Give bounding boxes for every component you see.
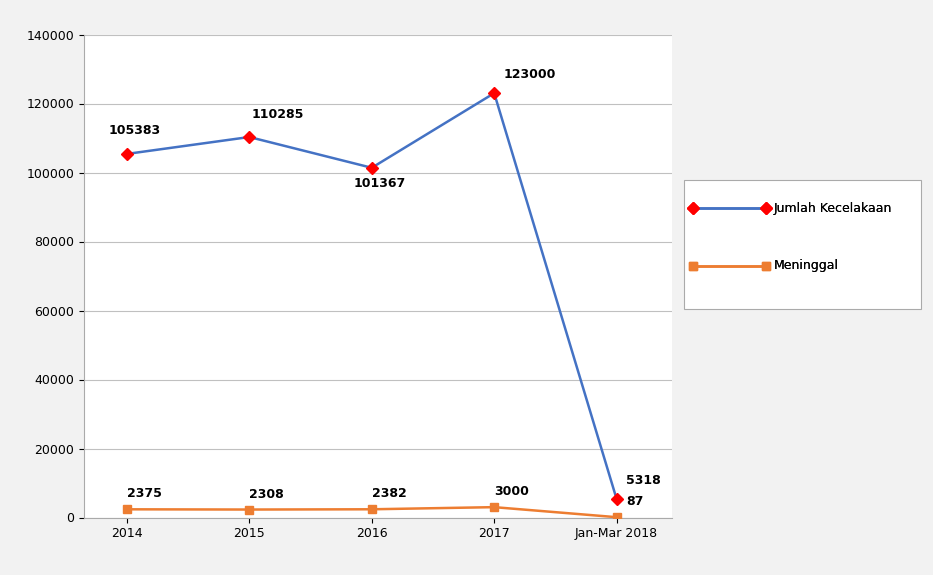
Text: 2375: 2375 [127, 488, 161, 500]
Text: 110285: 110285 [252, 109, 304, 121]
Text: 3000: 3000 [494, 485, 529, 498]
Jumlah Kecelakaan [244, 133, 255, 140]
Text: 101367: 101367 [354, 177, 406, 190]
Jumlah Kecelakaan [489, 90, 500, 97]
Meninggal [121, 506, 132, 513]
Meninggal [366, 506, 377, 513]
Meninggal [489, 504, 500, 511]
Text: 5318: 5318 [626, 474, 661, 487]
Text: 2308: 2308 [249, 488, 284, 501]
Text: 87: 87 [626, 495, 644, 508]
Text: Meninggal: Meninggal [773, 259, 838, 273]
Text: 105383: 105383 [108, 124, 160, 137]
Line: Meninggal: Meninggal [122, 503, 620, 522]
Jumlah Kecelakaan [366, 164, 377, 171]
Line: Jumlah Kecelakaan: Jumlah Kecelakaan [122, 89, 620, 503]
Text: Jumlah Kecelakaan: Jumlah Kecelakaan [773, 202, 892, 215]
Text: 2382: 2382 [371, 487, 407, 500]
FancyBboxPatch shape [684, 179, 921, 309]
Text: 123000: 123000 [504, 68, 556, 81]
Text: Jumlah Kecelakaan: Jumlah Kecelakaan [773, 202, 892, 215]
Jumlah Kecelakaan [611, 496, 622, 503]
Meninggal [244, 506, 255, 513]
Meninggal [611, 513, 622, 520]
Jumlah Kecelakaan [121, 151, 132, 158]
Text: Meninggal: Meninggal [773, 259, 838, 273]
